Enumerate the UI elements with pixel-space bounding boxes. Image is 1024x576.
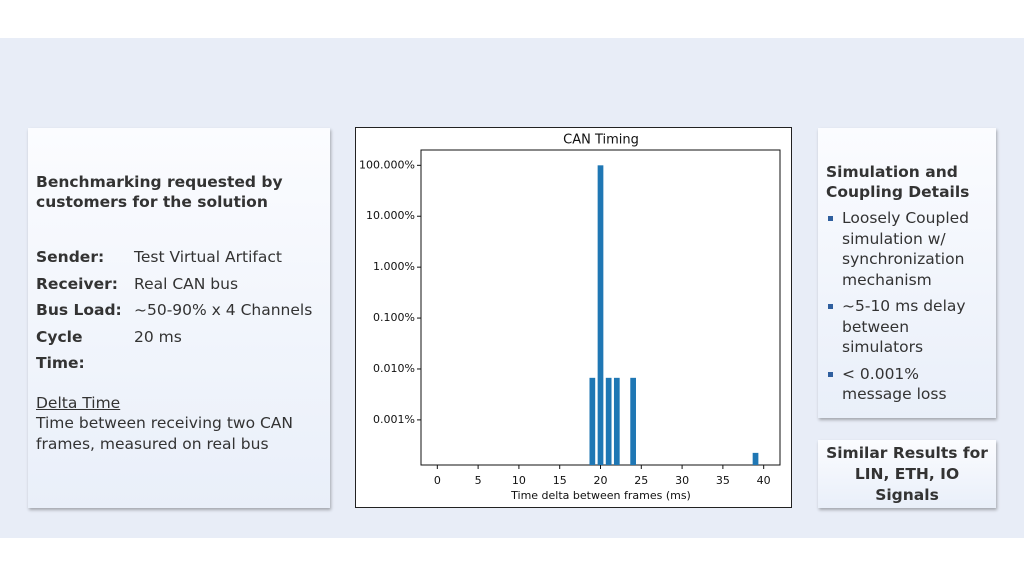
bullet: < 0.001% message loss [828,364,988,405]
x-tick-label: 35 [716,474,730,487]
chart: CAN Timing Time delta between frames (ms… [359,133,781,502]
y-tick-label: 100.000% [359,158,415,171]
x-tick-label: 40 [757,474,771,487]
field-value: Test Virtual Artifact [134,248,282,266]
heading: Simulation and Coupling Details [826,163,970,201]
left-panel: Benchmarking requested by customers for … [28,128,330,508]
x-tick-label: 20 [594,474,608,487]
field-row: Bus Load: ~50-90% x 4 Channels [36,297,322,324]
bar [630,377,636,465]
x-tick-label: 0 [434,474,441,487]
y-tick-label: 10.000% [366,209,415,222]
bullet-list: Loosely Coupled simulation w/ synchroniz… [826,208,988,405]
bar [589,377,596,465]
field-row: Receiver: Real CAN bus [36,271,322,298]
delta-text: Time between receiving two CAN frames, m… [36,413,293,453]
results-box: Similar Results for LIN, ETH, IO Signals [818,440,996,508]
x-axis-label: Time delta between frames (ms) [510,489,691,502]
bar [752,452,759,465]
x-tick-label: 30 [675,474,689,487]
field-row: Cycle Time: 20 ms [36,324,322,377]
bar [613,377,620,465]
y-tick-label: 0.010% [373,362,415,375]
field-label: Receiver: [36,274,118,293]
x-tick-label: 5 [475,474,482,487]
x-tick-label: 10 [512,474,526,487]
bar [597,165,604,466]
results-text: Similar Results for LIN, ETH, IO Signals [826,443,988,504]
field-value: Real CAN bus [134,274,239,293]
chart-title: CAN Timing [563,133,639,148]
y-tick-label: 0.001% [373,413,415,426]
heading: Benchmarking requested by customers for … [36,173,283,211]
right-panel: Simulation and Coupling Details Loosely … [818,128,996,418]
fields: Sender: Test Virtual Artifact Receiver: Rea… [36,244,322,377]
bullet: ~5-10 ms delay between simulators [828,296,988,358]
field-value: ~50-90% x 4 Channels [134,301,313,319]
field-row: Sender: Test Virtual Artifact [36,244,322,271]
y-tick-label: 0.100% [373,311,415,324]
delta-title: Delta Time [36,393,121,412]
y-tick-label: 1.000% [373,260,415,273]
field-label: Cycle Time: [36,327,85,373]
field-value: 20 ms [134,327,182,346]
bullet: Loosely Coupled simulation w/ synchroniz… [828,208,988,290]
field-label: Bus Load: [36,301,122,319]
chart-box: CAN Timing Time delta between frames (ms… [355,127,792,508]
field-label: Sender: [36,248,105,266]
bar [605,377,612,465]
x-tick-label: 25 [634,474,648,487]
x-tick-label: 15 [553,474,567,487]
